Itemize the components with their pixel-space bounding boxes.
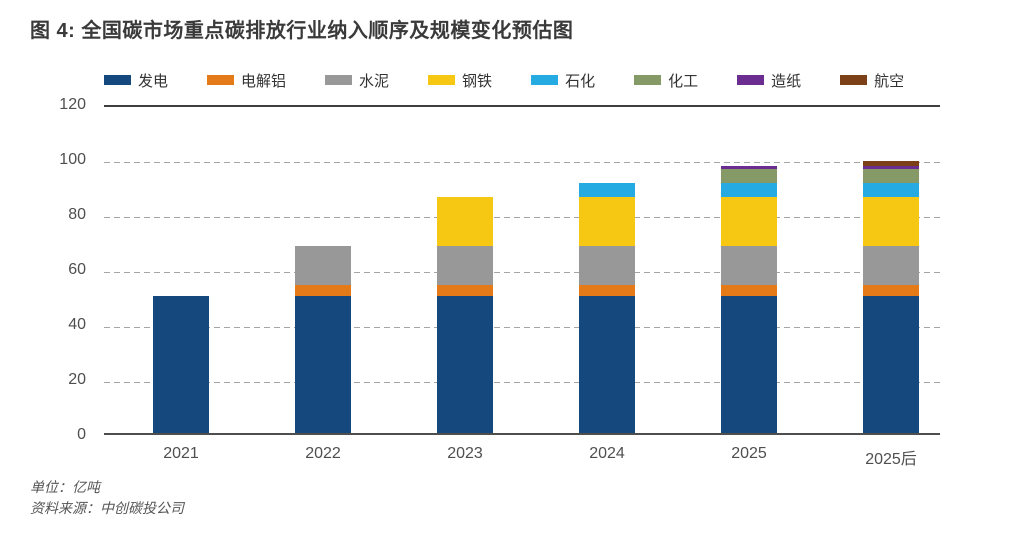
- legend-swatch-icon: [634, 75, 662, 85]
- legend-item-水泥: 水泥: [325, 70, 389, 91]
- y-tick-label-100: 100: [59, 151, 86, 168]
- x-tick-label-2022: 2022: [305, 445, 341, 462]
- x-tick-label-2025后: 2025后: [865, 451, 917, 468]
- bar-segment-钢铁: [437, 196, 493, 246]
- x-tick-label-2024: 2024: [589, 445, 625, 462]
- legend-item-化工: 化工: [634, 70, 698, 91]
- bar-segment-发电: [721, 295, 777, 433]
- legend-label: 造纸: [771, 72, 802, 90]
- gridline-40: [104, 327, 940, 328]
- bar-segment-石化: [863, 182, 919, 197]
- y-tick-label-120: 120: [59, 96, 86, 113]
- bar-2025后: [863, 160, 919, 433]
- bar-segment-发电: [579, 295, 635, 433]
- y-tick-label-20: 20: [68, 371, 86, 388]
- legend-label: 发电: [138, 72, 169, 90]
- legend-item-发电: 发电: [104, 70, 168, 91]
- bar-segment-电解铝: [721, 284, 777, 296]
- x-axis-labels: 2021 2022 2023 2024 2025 2025后: [104, 445, 940, 468]
- legend-swatch-icon: [531, 75, 559, 85]
- bar-segment-石化: [721, 182, 777, 197]
- legend-swatch-icon: [840, 75, 868, 85]
- source-note: 资料来源：中创碳投公司: [30, 500, 184, 516]
- bar-segment-发电: [863, 295, 919, 433]
- legend-label: 化工: [668, 72, 699, 90]
- bar-2025: [721, 166, 777, 433]
- bar-segment-电解铝: [437, 284, 493, 296]
- y-tick-label-0: 0: [77, 426, 86, 443]
- bar-segment-发电: [437, 295, 493, 433]
- legend-swatch-icon: [737, 75, 765, 85]
- bar-2021: [153, 295, 209, 433]
- legend-label: 水泥: [359, 72, 390, 90]
- legend-item-电解铝: 电解铝: [207, 70, 286, 91]
- y-tick-label-60: 60: [68, 261, 86, 278]
- bar-segment-钢铁: [863, 196, 919, 246]
- bar-2022: [295, 246, 351, 433]
- bar-segment-水泥: [863, 246, 919, 285]
- y-tick-label-80: 80: [68, 206, 86, 223]
- legend-label: 钢铁: [462, 72, 493, 90]
- bar-segment-水泥: [295, 246, 351, 285]
- x-tick-label-2023: 2023: [447, 445, 483, 462]
- gridline-100: [104, 162, 940, 163]
- legend-label: 电解铝: [241, 72, 287, 90]
- x-tick-label-2021: 2021: [163, 445, 199, 462]
- gridline-20: [104, 382, 940, 383]
- bars: [104, 107, 940, 433]
- legend-label: 石化: [565, 72, 596, 90]
- gridline-80: [104, 217, 940, 218]
- bar-2023: [437, 196, 493, 433]
- bar-segment-钢铁: [579, 196, 635, 246]
- bar-segment-化工: [863, 169, 919, 183]
- plot-area: [104, 105, 940, 435]
- legend-swatch-icon: [207, 75, 235, 85]
- gridline-60: [104, 272, 940, 273]
- y-tick-label-40: 40: [68, 316, 86, 333]
- chart-title: 图 4: 全国碳市场重点碳排放行业纳入顺序及规模变化预估图: [30, 20, 574, 42]
- bar-segment-水泥: [437, 246, 493, 285]
- legend-item-钢铁: 钢铁: [428, 70, 492, 91]
- bar-segment-电解铝: [295, 284, 351, 296]
- bar-segment-发电: [295, 295, 351, 433]
- legend: 发电 电解铝 水泥 钢铁 石化 化工 造纸 航空: [104, 69, 904, 91]
- bar-segment-发电: [153, 295, 209, 433]
- bar-segment-电解铝: [863, 284, 919, 296]
- legend-swatch-icon: [325, 75, 353, 85]
- bar-segment-电解铝: [579, 284, 635, 296]
- bar-segment-化工: [721, 169, 777, 183]
- bar-2024: [579, 182, 635, 433]
- bar-segment-航空: [863, 160, 919, 167]
- bar-segment-造纸: [863, 166, 919, 169]
- legend-item-造纸: 造纸: [737, 70, 801, 91]
- bar-segment-钢铁: [721, 196, 777, 246]
- y-axis-labels: 0 20 40 60 80 100 120: [0, 96, 86, 443]
- bar-segment-造纸: [721, 166, 777, 169]
- bar-segment-水泥: [579, 246, 635, 285]
- legend-item-石化: 石化: [531, 70, 595, 91]
- legend-label: 航空: [874, 72, 905, 90]
- unit-note: 单位：亿吨: [30, 479, 100, 495]
- footer: 单位：亿吨 资料来源：中创碳投公司: [30, 477, 184, 519]
- x-tick-label-2025: 2025: [731, 445, 767, 462]
- legend-item-航空: 航空: [840, 70, 904, 91]
- bar-segment-水泥: [721, 246, 777, 285]
- bar-segment-石化: [579, 182, 635, 197]
- legend-swatch-icon: [428, 75, 456, 85]
- legend-swatch-icon: [104, 75, 131, 85]
